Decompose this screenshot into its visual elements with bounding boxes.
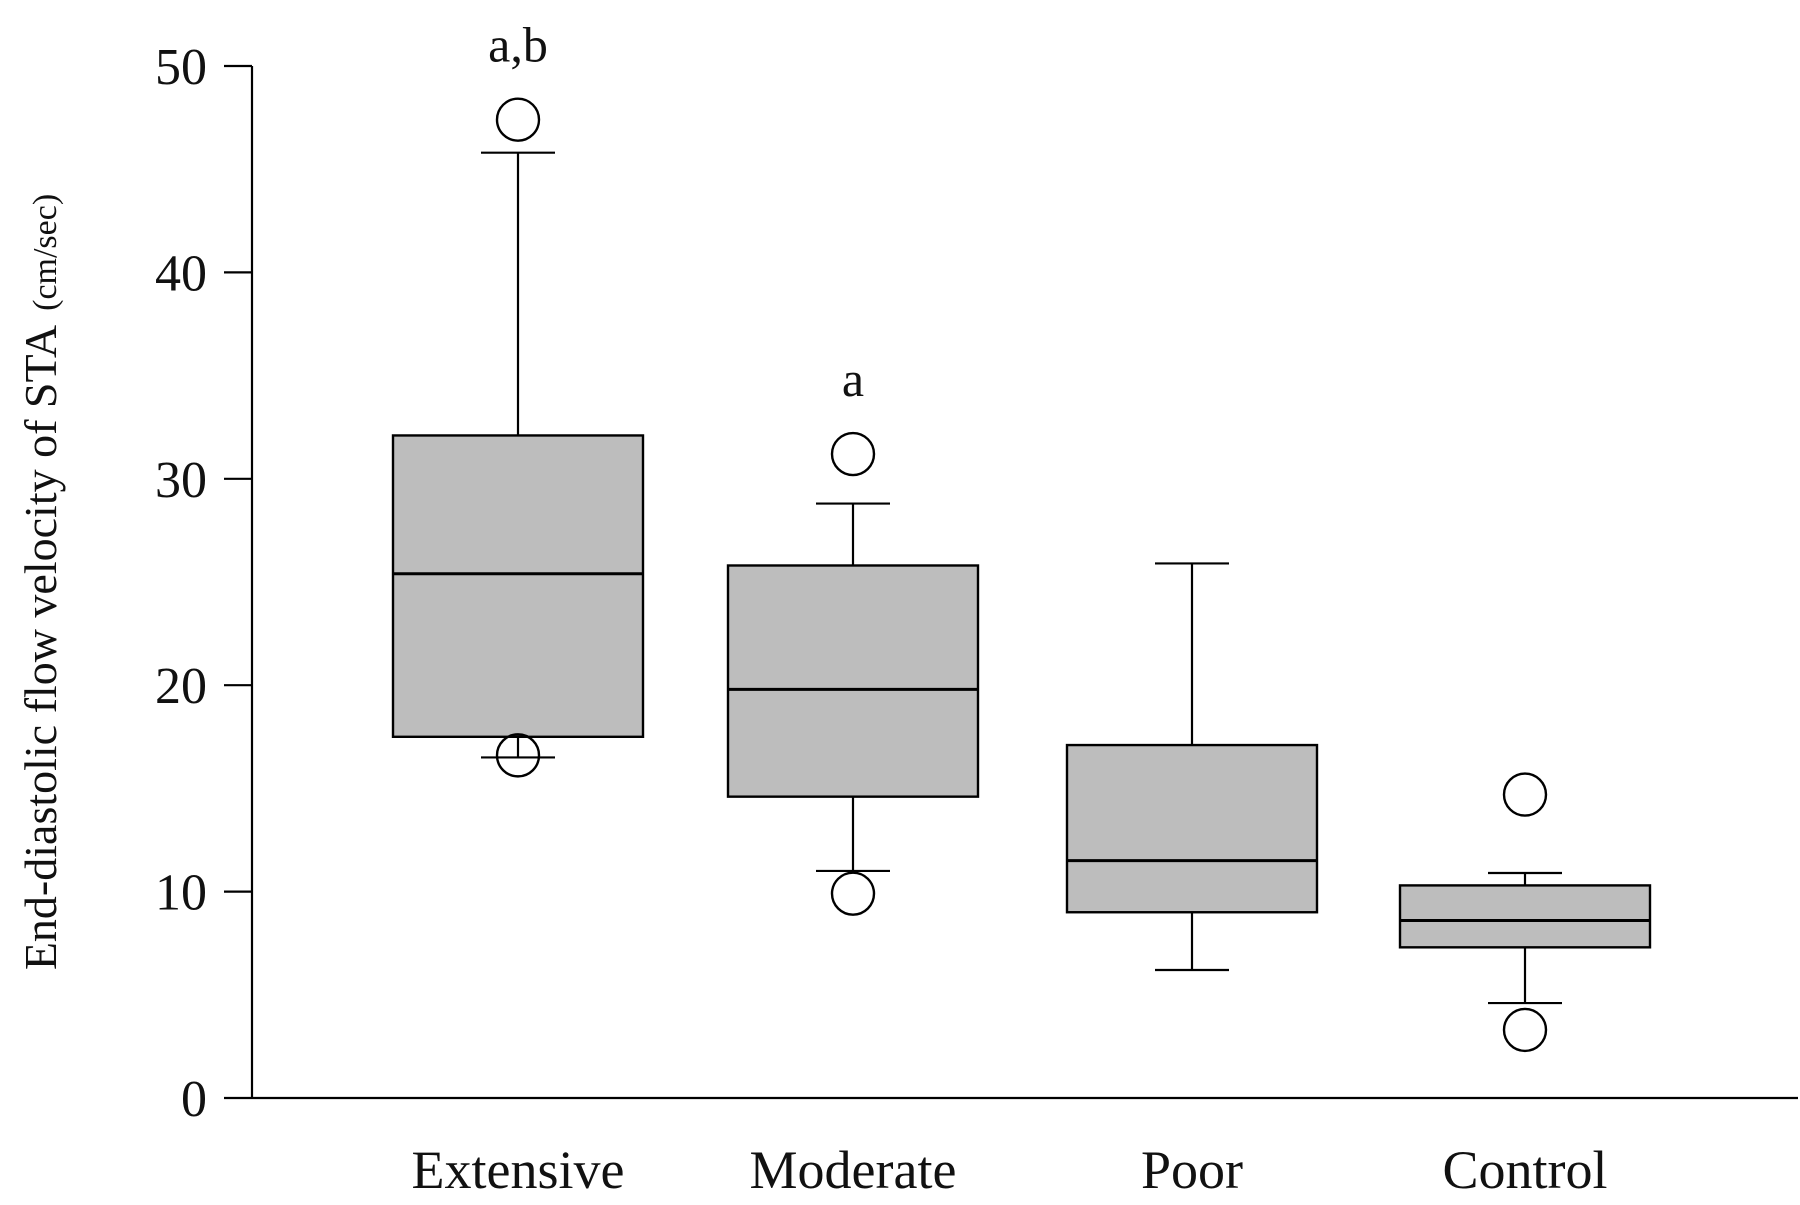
y-tick-label: 0: [181, 1071, 207, 1128]
y-tick-label: 30: [155, 452, 207, 509]
outlier-point: [495, 97, 541, 142]
y-tick-label: 20: [155, 658, 207, 715]
y-axis-title-main: End-diastolic flow velocity of STA: [15, 325, 66, 970]
outlier-point: [1502, 1007, 1548, 1053]
box-group-poor: [1065, 562, 1319, 972]
iqr-box: [726, 564, 980, 798]
y-axis-ticks: 0 10 20 30 40 50: [155, 39, 252, 1128]
iqr-box: [1398, 884, 1652, 949]
y-tick-label: 50: [155, 39, 207, 96]
box-group-moderate: a: [726, 351, 980, 916]
y-tick-label: 40: [155, 245, 207, 302]
y-tick-label: 10: [155, 865, 207, 922]
x-category-label: Moderate: [750, 1140, 957, 1200]
x-axis-categories: Extensive Moderate Poor Control: [412, 1140, 1608, 1200]
box-group-control: [1398, 772, 1652, 1053]
outlier-point: [830, 431, 876, 477]
x-category-label: Extensive: [412, 1140, 625, 1200]
box-groups: a,b a: [391, 17, 1652, 1053]
iqr-box: [1065, 743, 1319, 914]
outlier-point: [1502, 772, 1548, 817]
outlier-point: [830, 871, 876, 916]
x-category-label: Control: [1442, 1140, 1607, 1200]
x-category-label: Poor: [1141, 1140, 1243, 1200]
y-axis-title-unit: (cm/sec): [27, 194, 64, 311]
significance-annotation: a,b: [488, 17, 548, 73]
box-group-extensive: a,b: [391, 17, 645, 778]
significance-annotation: a: [842, 351, 864, 407]
outlier-point: [495, 733, 541, 778]
iqr-box: [391, 434, 645, 738]
y-axis-title: End-diastolic flow velocity of STA (cm/s…: [15, 194, 66, 970]
